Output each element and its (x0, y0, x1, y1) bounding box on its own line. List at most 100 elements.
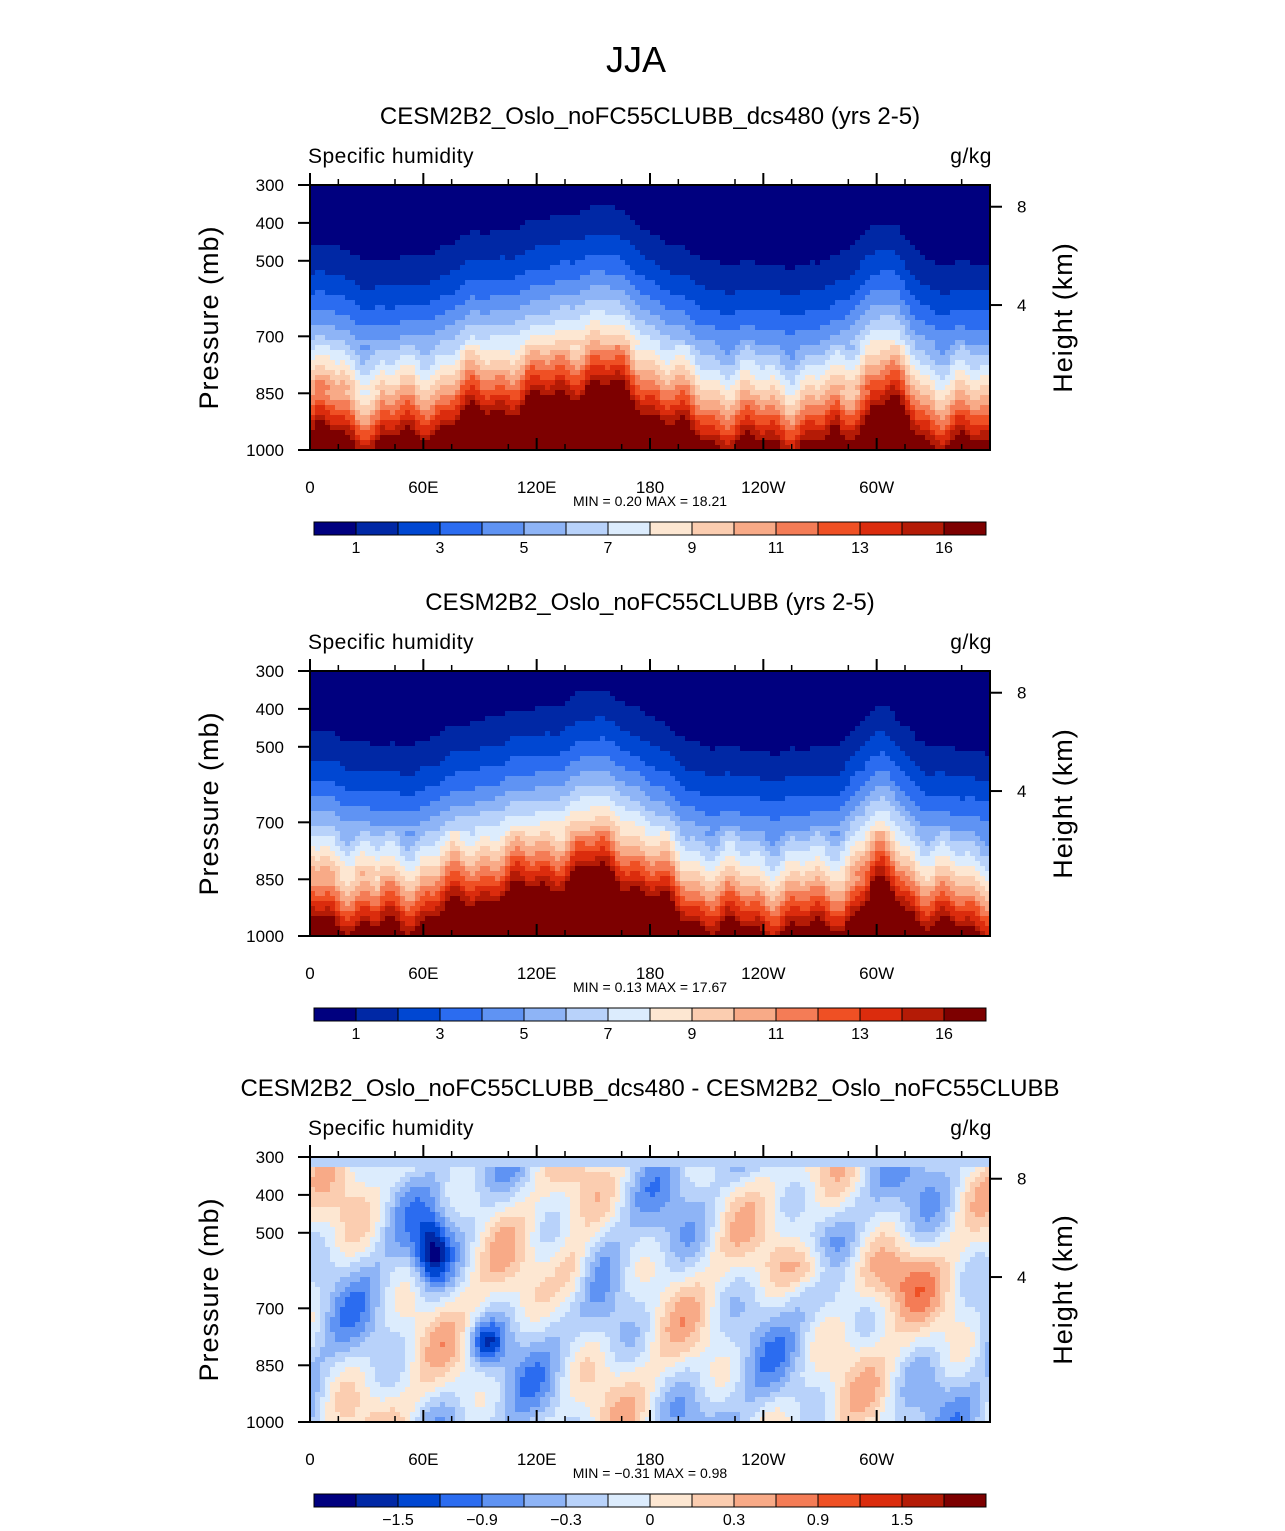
heatmap-cell (920, 220, 926, 226)
heatmap-cell (870, 195, 876, 201)
heatmap-cell (785, 235, 791, 241)
heatmap-cell (370, 245, 376, 251)
heatmap-cell (725, 250, 731, 256)
heatmap-cell (615, 205, 621, 211)
heatmap-cell (830, 220, 836, 226)
heatmap-cell (665, 235, 671, 241)
heatmap-cell (700, 195, 706, 201)
heatmap-cell (420, 240, 426, 246)
heatmap-cell (870, 250, 876, 256)
heatmap-cell (415, 230, 421, 236)
heatmap-cell (550, 225, 556, 231)
heatmap-cell (330, 215, 336, 221)
heatmap-cell (525, 210, 531, 216)
heatmap-cell (735, 240, 741, 246)
heatmap-cell (510, 215, 516, 221)
heatmap-cell (795, 220, 801, 226)
heatmap-cell (360, 200, 366, 206)
heatmap-cell (575, 210, 581, 216)
heatmap-cell (425, 220, 431, 226)
heatmap-cell (530, 220, 536, 226)
heatmap-cell (485, 215, 491, 221)
heatmap-cell (365, 225, 371, 231)
heatmap-cell (600, 235, 606, 241)
heatmap-cell (715, 210, 721, 216)
heatmap-cell (965, 230, 971, 236)
heatmap-cell (600, 205, 606, 211)
heatmap-cell (790, 190, 796, 196)
heatmap-cell (495, 190, 501, 196)
heatmap-cell (555, 230, 561, 236)
heatmap-cell (620, 215, 626, 221)
heatmap-cell (735, 250, 741, 256)
heatmap-cell (600, 250, 606, 256)
heatmap-cell (865, 200, 871, 206)
heatmap-cell (390, 225, 396, 231)
heatmap-cell (605, 235, 611, 241)
heatmap-cell (905, 225, 911, 231)
heatmap-cell (575, 240, 581, 246)
heatmap-cell (540, 205, 546, 211)
heatmap-cell (520, 210, 526, 216)
heatmap-cell (955, 235, 961, 241)
heatmap-cell (340, 200, 346, 206)
heatmap-cell (795, 190, 801, 196)
heatmap-cell (340, 225, 346, 231)
heatmap-cell (785, 195, 791, 201)
heatmap-cell (485, 245, 491, 251)
heatmap-cell (930, 250, 936, 256)
heatmap-cell (715, 215, 721, 221)
heatmap-cell (955, 240, 961, 246)
heatmap-cell (755, 250, 761, 256)
heatmap-cell (675, 190, 681, 196)
heatmap-cell (680, 250, 686, 256)
heatmap-cell (880, 250, 886, 256)
heatmap-cell (325, 220, 331, 226)
heatmap-cell (895, 220, 901, 226)
heatmap-cell (860, 225, 866, 231)
heatmap-cell (590, 225, 596, 231)
heatmap-cell (765, 200, 771, 206)
heatmap-cell (775, 200, 781, 206)
heatmap-cell (810, 245, 816, 251)
heatmap-cell (580, 235, 586, 241)
heatmap-cell (595, 195, 601, 201)
heatmap-cell (805, 210, 811, 216)
heatmap-cell (550, 200, 556, 206)
heatmap-cell (330, 225, 336, 231)
heatmap-cell (370, 255, 376, 261)
heatmap-cell (795, 230, 801, 236)
heatmap-cell (735, 205, 741, 211)
heatmap-cell (500, 215, 506, 221)
heatmap-cell (395, 220, 401, 226)
heatmap-cell (330, 250, 336, 256)
heatmap-cell (745, 195, 751, 201)
heatmap-cell (765, 190, 771, 196)
heatmap-cell (940, 250, 946, 256)
heatmap-cell (415, 240, 421, 246)
heatmap-cell (585, 210, 591, 216)
heatmap-cell (335, 205, 341, 211)
heatmap-cell (425, 215, 431, 221)
heatmap-cell (495, 195, 501, 201)
heatmap-cell (730, 245, 736, 251)
heatmap-cell (555, 200, 561, 206)
heatmap-cell (405, 245, 411, 251)
heatmap-cell (840, 190, 846, 196)
heatmap-cell (430, 225, 436, 231)
heatmap-cell (540, 195, 546, 201)
heatmap-cell (735, 210, 741, 216)
heatmap-cell (685, 240, 691, 246)
heatmap-cell (875, 210, 881, 216)
heatmap-cell (430, 210, 436, 216)
heatmap-cell (975, 205, 981, 211)
heatmap-cell (345, 195, 351, 201)
heatmap-cell (755, 230, 761, 236)
heatmap-cell (550, 190, 556, 196)
heatmap-cell (925, 200, 931, 206)
heatmap-cell (770, 215, 776, 221)
heatmap-cell (540, 240, 546, 246)
heatmap-cell (490, 200, 496, 206)
heatmap-cell (590, 250, 596, 256)
heatmap-cell (340, 240, 346, 246)
